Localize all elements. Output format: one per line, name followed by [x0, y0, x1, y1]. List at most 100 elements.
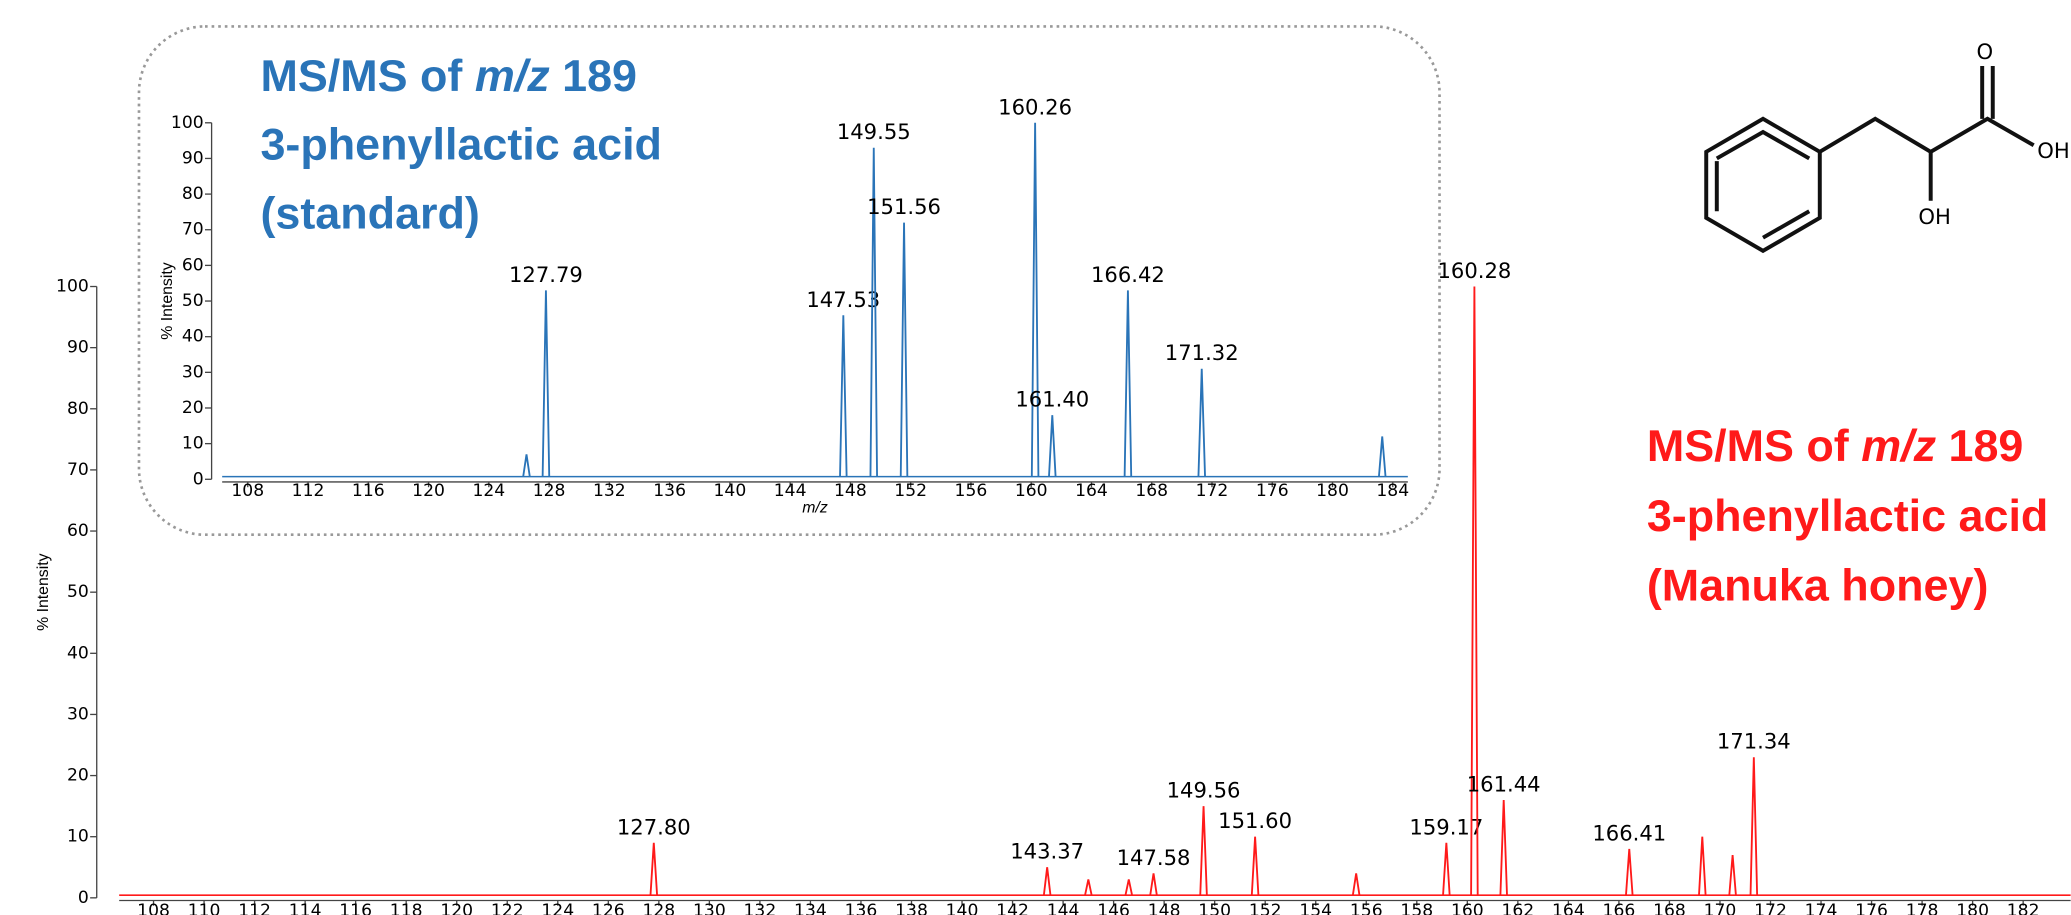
y-tick-label: 20 [67, 766, 89, 786]
peak-label: 127.80 [617, 814, 691, 839]
x-tick-label: 116 [339, 901, 372, 915]
x-tick-label: 126 [592, 901, 625, 915]
chart-subtitle: (standard) [260, 187, 479, 238]
x-tick-label: 144 [1047, 901, 1080, 915]
x-tick-label: 118 [390, 901, 423, 915]
peak [1470, 286, 1479, 896]
x-tick-label: 130 [693, 901, 726, 915]
x-tick-label: 122 [491, 901, 524, 915]
x-tick-label: 132 [744, 901, 777, 915]
x-tick-label: 176 [1855, 901, 1888, 915]
atom-label: OH [2037, 138, 2069, 163]
chart-subtitle: 3-phenyllactic acid [1647, 490, 2049, 541]
x-tick-label: 176 [1256, 481, 1289, 501]
peak [1048, 415, 1057, 477]
title-part: m/z [475, 50, 550, 101]
peak [1749, 757, 1759, 896]
y-tick-label: 90 [182, 148, 204, 168]
peak-label: 147.53 [806, 287, 880, 312]
x-tick-label: 156 [955, 481, 988, 501]
inset-frame [137, 25, 1441, 537]
y-tick-label: 90 [67, 338, 89, 358]
x-tick-label: 154 [1299, 901, 1332, 915]
x-tick-label: 172 [1754, 901, 1787, 915]
x-tick-label: 128 [533, 481, 566, 501]
peak [1197, 368, 1206, 477]
x-tick-label: 168 [1653, 901, 1686, 915]
peak-label: 151.56 [867, 194, 941, 219]
peak-label: 143.37 [1010, 839, 1084, 864]
y-tick-label: 70 [67, 460, 89, 480]
peak [1124, 879, 1133, 896]
x-tick-label: 140 [714, 481, 747, 501]
x-tick-label: 116 [352, 481, 385, 501]
x-tick-label: 160 [1451, 901, 1484, 915]
x-tick-label: 124 [472, 481, 505, 501]
chart-subtitle: (Manuka honey) [1647, 560, 1989, 611]
chain [1818, 116, 2035, 155]
x-tick-label: 148 [834, 481, 867, 501]
peak [1378, 436, 1387, 477]
chart-title: MS/MS of m/z 189 [1647, 420, 2024, 471]
x-tick-label: 112 [238, 901, 271, 915]
x-tick-label: 172 [1196, 481, 1229, 501]
chart-subtitle: 3-phenyllactic acid [260, 119, 662, 170]
title-part: MS/MS of [260, 50, 474, 101]
x-tick-label: 120 [440, 901, 473, 915]
y-tick-label: 100 [56, 277, 89, 297]
peak [1199, 806, 1208, 896]
x-tick-label: 180 [1956, 901, 1989, 915]
y-axis-title: % Intensity [159, 262, 176, 340]
x-tick-label: 132 [593, 481, 626, 501]
peak-label: 149.56 [1167, 778, 1241, 803]
x-tick-label: 152 [894, 481, 927, 501]
x-tick-label: 142 [996, 901, 1029, 915]
x-tick-label: 178 [1906, 901, 1939, 915]
peak [869, 147, 878, 477]
x-tick-label: 134 [794, 901, 827, 915]
x-tick-label: 114 [289, 901, 322, 915]
x-tick-label: 110 [188, 901, 221, 915]
x-tick-label: 138 [895, 901, 928, 915]
peak-label: 127.79 [509, 262, 583, 287]
x-tick-label: 158 [1400, 901, 1433, 915]
x-tick-label: 160 [1015, 481, 1048, 501]
y-tick-label: 50 [182, 291, 204, 311]
peak [1084, 879, 1093, 896]
x-tick-label: 136 [653, 481, 686, 501]
y-tick-label: 40 [67, 643, 89, 663]
y-tick-label: 80 [67, 399, 89, 419]
title-part: 189 [1936, 420, 2023, 471]
x-tick-label: 156 [1350, 901, 1383, 915]
peak [1728, 854, 1737, 896]
x-tick-label: 164 [1552, 901, 1585, 915]
peak-label: 147.58 [1117, 845, 1191, 870]
x-tick-label: 184 [1376, 481, 1409, 501]
x-tick-label: 144 [774, 481, 807, 501]
atom-label: O [1977, 39, 1994, 64]
ring-bond [1762, 209, 1811, 240]
peak [839, 315, 848, 477]
y-tick-label: 30 [182, 362, 204, 382]
chart-title: MS/MS of m/z 189 [260, 50, 637, 101]
peak-label: 161.44 [1467, 772, 1541, 797]
title-part: MS/MS of [1647, 420, 1861, 471]
x-tick-label: 108 [137, 901, 170, 915]
peak-label: 151.60 [1218, 808, 1292, 833]
x-tick-label: 164 [1075, 481, 1108, 501]
peak-label: 171.32 [1165, 340, 1239, 365]
y-tick-label: 10 [67, 827, 89, 847]
y-tick-label: 60 [67, 521, 89, 541]
peak [1030, 122, 1040, 477]
benzene-ring [1704, 116, 1822, 254]
peak-label: 166.41 [1592, 820, 1666, 845]
x-tick-label: 174 [1805, 901, 1838, 915]
peak [1123, 290, 1133, 477]
peak [541, 290, 551, 477]
x-tick-label: 136 [845, 901, 878, 915]
y-tick-label: 10 [182, 434, 204, 454]
peak [899, 222, 909, 477]
peak [649, 842, 659, 896]
y-tick-label: 40 [182, 327, 204, 347]
